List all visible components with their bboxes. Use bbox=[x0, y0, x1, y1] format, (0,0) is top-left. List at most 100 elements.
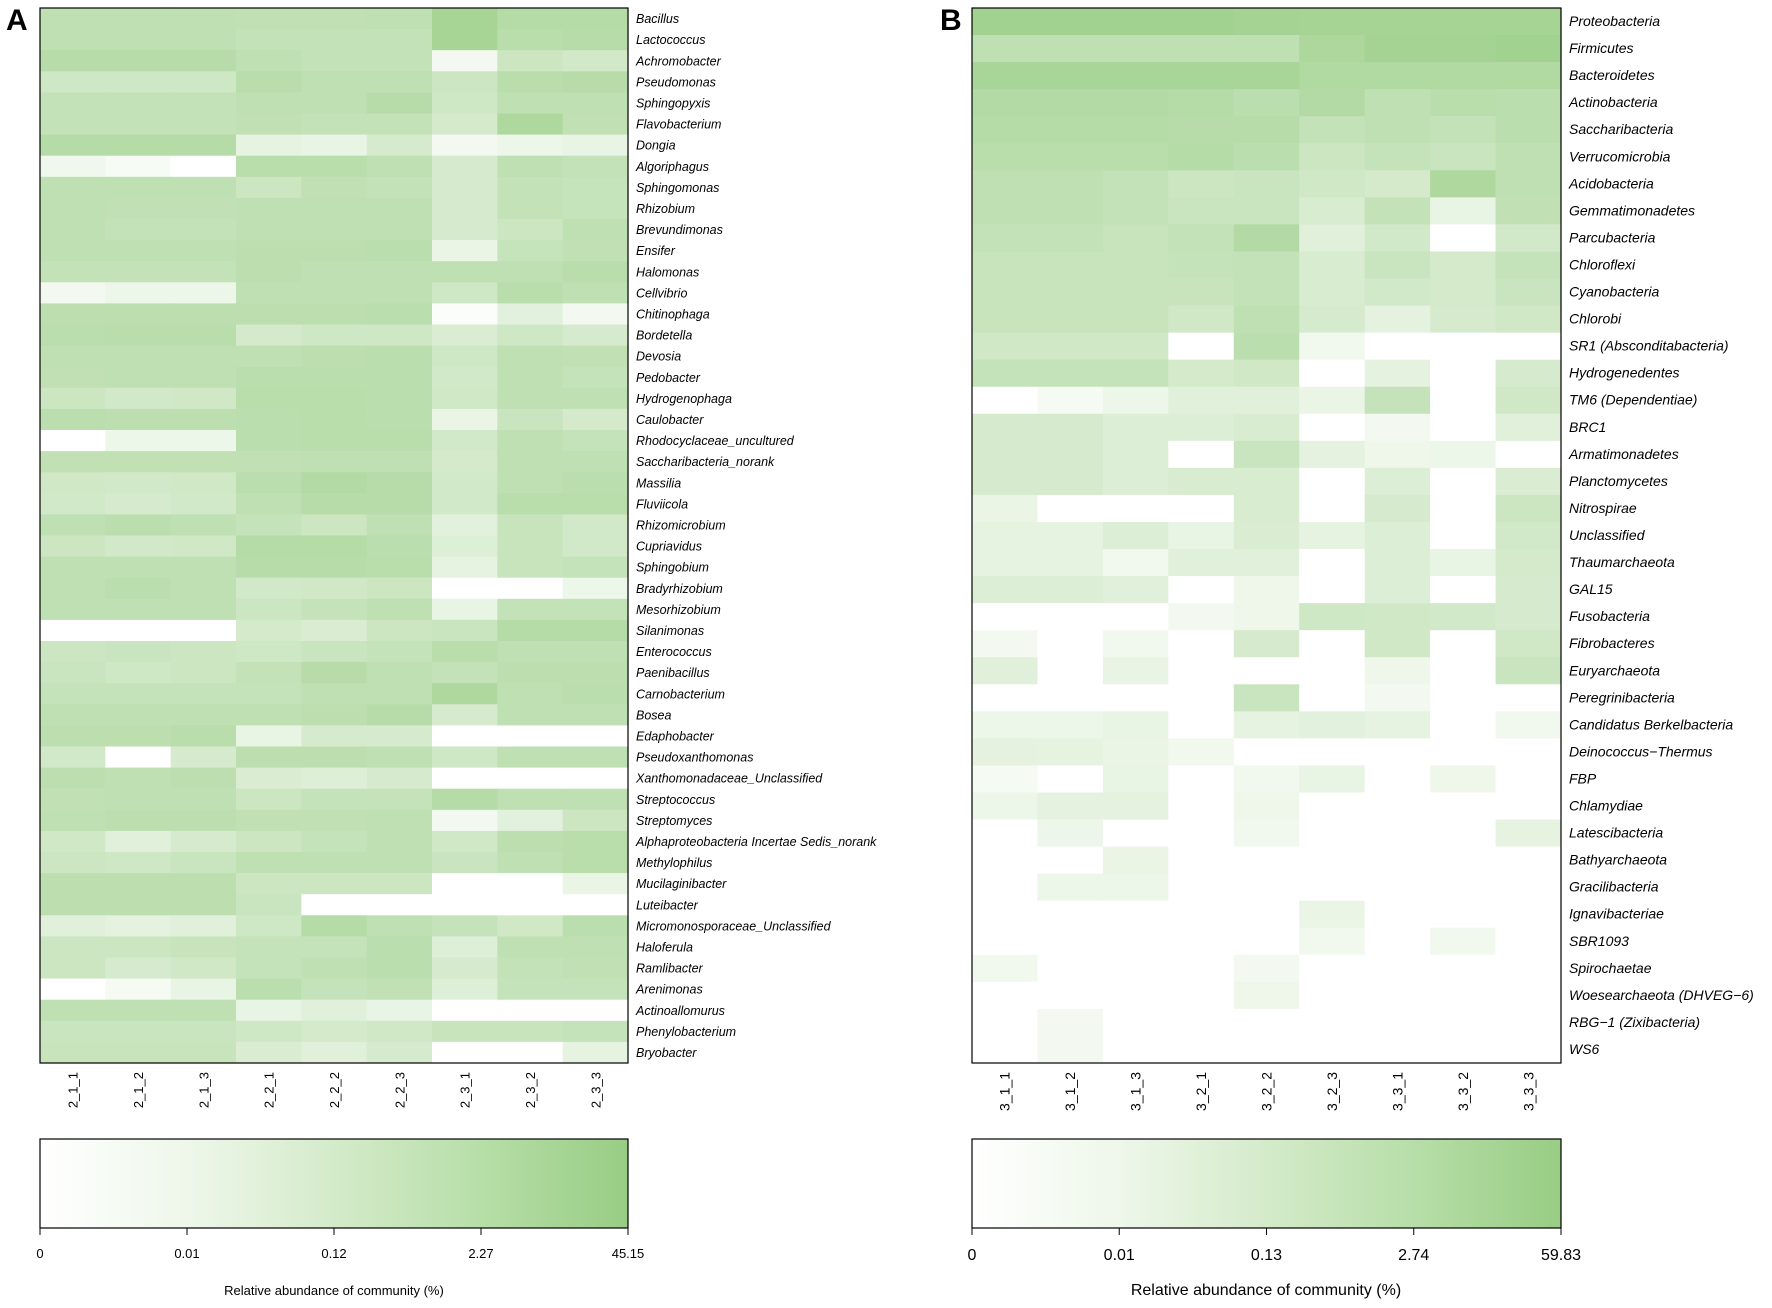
column-label: 3_3_2 bbox=[1455, 1072, 1471, 1111]
heatmap-cell bbox=[40, 387, 106, 410]
heatmap-cell bbox=[1495, 332, 1562, 361]
heatmap-cell bbox=[1102, 657, 1169, 685]
heatmap-cell bbox=[1037, 494, 1104, 523]
heatmap-cell bbox=[972, 630, 1039, 658]
heatmap-cell bbox=[366, 240, 433, 262]
heatmap-cell bbox=[1102, 819, 1169, 848]
heatmap-cell bbox=[1233, 1035, 1300, 1064]
heatmap-cell bbox=[497, 514, 564, 537]
heatmap-cell bbox=[1299, 305, 1366, 334]
heatmap-cell bbox=[1495, 738, 1562, 767]
heatmap-cell bbox=[1233, 954, 1300, 983]
heatmap-cell bbox=[432, 683, 498, 705]
heatmap-cell bbox=[170, 1041, 237, 1064]
row-label: Chlamydiae bbox=[1569, 798, 1643, 814]
heatmap-cell bbox=[972, 170, 1039, 198]
row-label: Caulobacter bbox=[636, 413, 704, 427]
heatmap-cell bbox=[366, 92, 433, 115]
row-label: Rhizomicrobium bbox=[636, 518, 726, 532]
heatmap-cell bbox=[40, 408, 106, 431]
heatmap-cell bbox=[366, 176, 433, 199]
heatmap-cell bbox=[432, 176, 498, 199]
heatmap-cell bbox=[432, 387, 498, 410]
heatmap-cell bbox=[40, 92, 106, 115]
heatmap-cell bbox=[236, 683, 302, 705]
heatmap-cell bbox=[40, 366, 106, 389]
heatmap-cell bbox=[236, 29, 302, 51]
heatmap-cell bbox=[301, 8, 368, 30]
colorbar-b-gradient bbox=[971, 1138, 1562, 1229]
heatmap-cell bbox=[366, 641, 433, 663]
heatmap-cell bbox=[497, 894, 564, 916]
heatmap-cell bbox=[1168, 440, 1235, 469]
heatmap-cell bbox=[1168, 305, 1235, 334]
heatmap-cell bbox=[40, 978, 106, 1001]
row-label: Luteibacter bbox=[636, 898, 699, 912]
heatmap-cell bbox=[1233, 224, 1300, 253]
heatmap-cell bbox=[1299, 170, 1366, 198]
heatmap-cell bbox=[1299, 224, 1366, 253]
row-label: RBG−1 (Zixibacteria) bbox=[1569, 1014, 1700, 1030]
heatmap-cell bbox=[105, 50, 172, 72]
column-label: 3_2_2 bbox=[1259, 1072, 1275, 1111]
heatmap-cell bbox=[236, 999, 302, 1022]
heatmap-cell bbox=[40, 345, 106, 368]
heatmap-cell bbox=[497, 1041, 564, 1064]
heatmap-cell bbox=[1495, 657, 1562, 685]
heatmap-cell bbox=[1430, 549, 1497, 577]
heatmap-cell bbox=[1430, 494, 1497, 523]
heatmap-cell bbox=[40, 535, 106, 558]
column-label: 2_3_1 bbox=[458, 1072, 473, 1108]
heatmap-cell bbox=[1364, 576, 1431, 604]
heatmap-cell bbox=[1299, 35, 1366, 63]
heatmap-cell bbox=[562, 8, 629, 30]
heatmap-cell bbox=[236, 430, 302, 452]
heatmap-cell bbox=[1102, 549, 1169, 577]
heatmap-cell bbox=[236, 873, 302, 895]
heatmap-cell bbox=[1364, 305, 1431, 334]
heatmap-cell bbox=[1037, 819, 1104, 848]
heatmap-cell bbox=[301, 324, 368, 347]
heatmap-cell bbox=[562, 683, 629, 705]
heatmap-cell bbox=[1364, 549, 1431, 577]
heatmap-cell bbox=[1037, 197, 1104, 226]
colorbar-a-gradient bbox=[39, 1138, 629, 1229]
row-label: Ignavibacteriae bbox=[1569, 906, 1664, 922]
heatmap-cell bbox=[40, 324, 106, 347]
heatmap-cell bbox=[562, 852, 629, 874]
heatmap-cell bbox=[301, 155, 368, 178]
heatmap-cell bbox=[1364, 1008, 1431, 1037]
row-label: Proteobacteria bbox=[1569, 13, 1660, 29]
heatmap-cell bbox=[301, 767, 368, 790]
heatmap-cell bbox=[497, 978, 564, 1001]
heatmap-cell bbox=[105, 1041, 172, 1064]
heatmap-cell bbox=[366, 619, 433, 642]
heatmap-cell bbox=[972, 738, 1039, 767]
heatmap-cell bbox=[170, 619, 237, 642]
heatmap-cell bbox=[1299, 467, 1366, 496]
heatmap-cell bbox=[105, 29, 172, 51]
heatmap-cell bbox=[1168, 467, 1235, 496]
heatmap-cell bbox=[497, 366, 564, 389]
heatmap-cell bbox=[1102, 170, 1169, 198]
heatmap-cell bbox=[1037, 684, 1104, 712]
heatmap-cell bbox=[432, 493, 498, 515]
heatmap-cell bbox=[1037, 765, 1104, 794]
heatmap-cell bbox=[1168, 900, 1235, 929]
heatmap-cell bbox=[170, 957, 237, 980]
heatmap-cell bbox=[1037, 954, 1104, 983]
column-label: 2_2_2 bbox=[327, 1072, 342, 1108]
heatmap-cell bbox=[40, 282, 106, 304]
heatmap-cell bbox=[432, 345, 498, 368]
heatmap-cell bbox=[1364, 873, 1431, 902]
row-label: Algoriphagus bbox=[635, 160, 709, 174]
heatmap-cell bbox=[1102, 386, 1169, 415]
heatmap-cell bbox=[366, 746, 433, 769]
heatmap-cell bbox=[105, 451, 172, 473]
heatmap-cell bbox=[1037, 1035, 1104, 1064]
heatmap-cell bbox=[105, 219, 172, 241]
heatmap-cell bbox=[497, 8, 564, 30]
heatmap-cell bbox=[170, 134, 237, 157]
heatmap-cell bbox=[1299, 413, 1366, 442]
heatmap-cell bbox=[170, 345, 237, 368]
